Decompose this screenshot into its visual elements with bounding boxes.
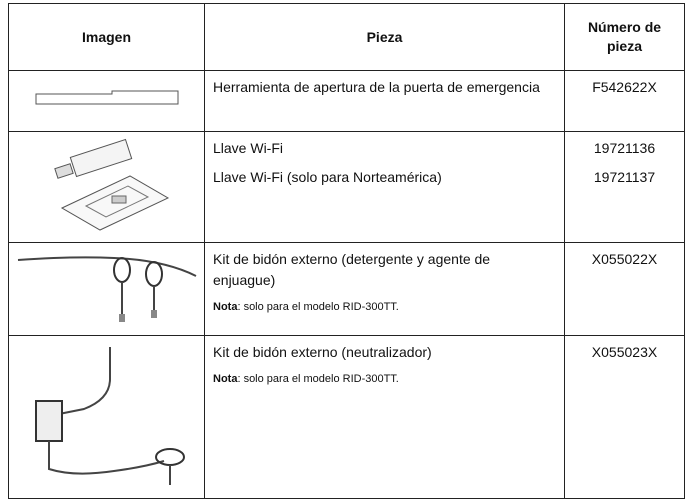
piece-cell: Kit de bidón externo (detergente y agent… bbox=[204, 242, 565, 336]
header-cell: Imagen bbox=[8, 3, 205, 71]
image-cell bbox=[8, 70, 205, 132]
header-row: Imagen Pieza Número de pieza bbox=[8, 3, 685, 71]
piece: Kit de bidón externo (detergente y agent… bbox=[213, 251, 491, 288]
image-cell bbox=[8, 335, 205, 499]
note-label: Nota bbox=[213, 373, 238, 385]
note-text: : solo para el modelo RID-300TT. bbox=[237, 301, 399, 313]
parts-table: Imagen Pieza Número de pieza Herramienta… bbox=[8, 3, 685, 499]
piece-cell: Herramienta de apertura de la puerta de … bbox=[204, 70, 565, 132]
piece: Kit de bidón externo (neutralizador) bbox=[213, 344, 432, 360]
number-cell: F542622X bbox=[564, 70, 685, 132]
image-cell bbox=[8, 131, 205, 243]
row: Llave Wi-Fi Llave Wi-Fi (solo para Norte… bbox=[8, 131, 685, 243]
header-cell: Pieza bbox=[204, 3, 565, 71]
note-label: Nota bbox=[213, 301, 238, 313]
number-cell: 19721136 19721137 bbox=[564, 131, 685, 243]
part-number: X055023X bbox=[591, 344, 658, 360]
part-number: 19721137 bbox=[593, 169, 656, 185]
tool-image bbox=[35, 90, 178, 105]
piece: Llave Wi-Fi (solo para Norteamérica) bbox=[213, 169, 442, 185]
number-cell: X055022X bbox=[564, 242, 685, 336]
note: Nota: solo para el modelo RID-300TT. bbox=[213, 297, 556, 318]
piece: Herramienta de apertura de la puerta de … bbox=[213, 79, 540, 95]
piece-cell: Llave Wi-Fi Llave Wi-Fi (solo para Norte… bbox=[204, 131, 565, 243]
kit-image bbox=[34, 347, 185, 485]
number-cell: X055023X bbox=[564, 335, 685, 499]
part-number: F542622X bbox=[592, 79, 657, 95]
note-text: : solo para el modelo RID-300TT. bbox=[237, 373, 399, 385]
row: Kit de bidón externo (neutralizador) Not… bbox=[8, 335, 685, 499]
row: Kit de bidón externo (detergente y agent… bbox=[8, 242, 685, 336]
header-cell: Número de pieza bbox=[564, 3, 685, 71]
image-cell bbox=[8, 242, 205, 336]
piece-cell: Kit de bidón externo (neutralizador) Not… bbox=[204, 335, 565, 499]
piece: Llave Wi-Fi bbox=[213, 140, 284, 156]
kit-image bbox=[17, 256, 196, 322]
part-number: X055022X bbox=[591, 251, 658, 267]
part-number: 19721136 bbox=[593, 140, 656, 156]
row: Herramienta de apertura de la puerta de … bbox=[8, 70, 685, 132]
note: Nota: solo para el modelo RID-300TT. bbox=[213, 369, 556, 390]
wifi-image bbox=[53, 138, 169, 231]
